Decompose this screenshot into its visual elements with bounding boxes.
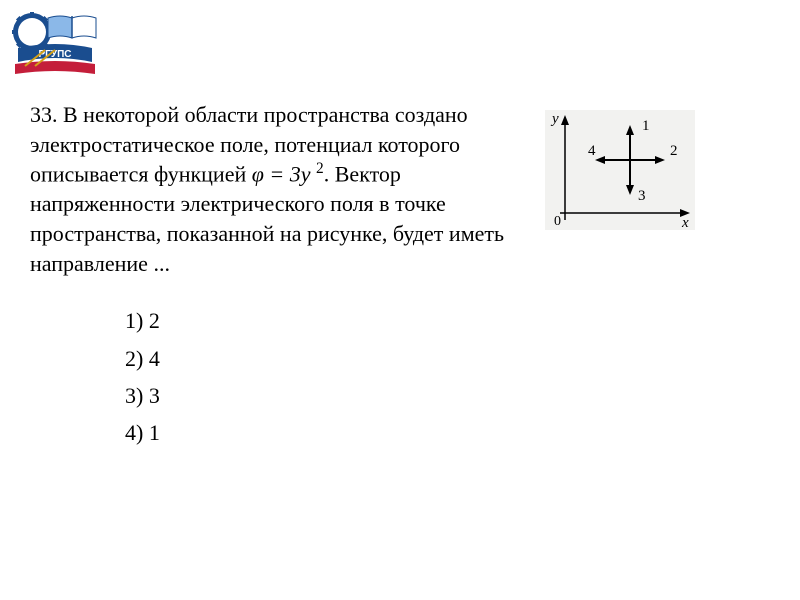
question-text: 33. В некоторой области пространства соз… bbox=[30, 100, 510, 278]
answer-val: 4 bbox=[149, 346, 160, 371]
question-part1: В некоторой области пространства создано… bbox=[30, 102, 468, 187]
answers-list: 1) 2 2) 4 3) 3 4) 1 bbox=[125, 303, 770, 450]
svg-text:1: 1 bbox=[642, 118, 650, 134]
answer-num: 4) bbox=[125, 420, 143, 445]
diagram-svg: y x 0 1 2 3 4 bbox=[530, 105, 700, 245]
answer-val: 1 bbox=[149, 420, 160, 445]
svg-text:0: 0 bbox=[554, 214, 561, 229]
question-number: 33. bbox=[30, 102, 58, 127]
svg-text:4: 4 bbox=[588, 143, 596, 159]
logo-svg: РГУПС bbox=[10, 10, 100, 80]
formula-exp: 2 bbox=[316, 160, 324, 177]
university-logo: РГУПС bbox=[10, 10, 100, 80]
vector-diagram: y x 0 1 2 3 4 bbox=[530, 105, 700, 245]
answer-num: 2) bbox=[125, 346, 143, 371]
answer-option: 1) 2 bbox=[125, 303, 770, 338]
answer-option: 2) 4 bbox=[125, 341, 770, 376]
svg-text:2: 2 bbox=[670, 143, 678, 159]
answer-val: 2 bbox=[149, 308, 160, 333]
formula-phi: φ bbox=[252, 162, 264, 187]
formula-eq: = 3у bbox=[264, 162, 316, 187]
answer-num: 1) bbox=[125, 308, 143, 333]
svg-text:x: x bbox=[681, 215, 689, 231]
svg-text:3: 3 bbox=[638, 188, 646, 204]
answer-val: 3 bbox=[149, 383, 160, 408]
question-row: 33. В некоторой области пространства соз… bbox=[30, 100, 770, 278]
answer-option: 4) 1 bbox=[125, 415, 770, 450]
svg-text:y: y bbox=[550, 111, 559, 127]
content-area: 33. В некоторой области пространства соз… bbox=[30, 100, 770, 452]
answer-option: 3) 3 bbox=[125, 378, 770, 413]
answer-num: 3) bbox=[125, 383, 143, 408]
